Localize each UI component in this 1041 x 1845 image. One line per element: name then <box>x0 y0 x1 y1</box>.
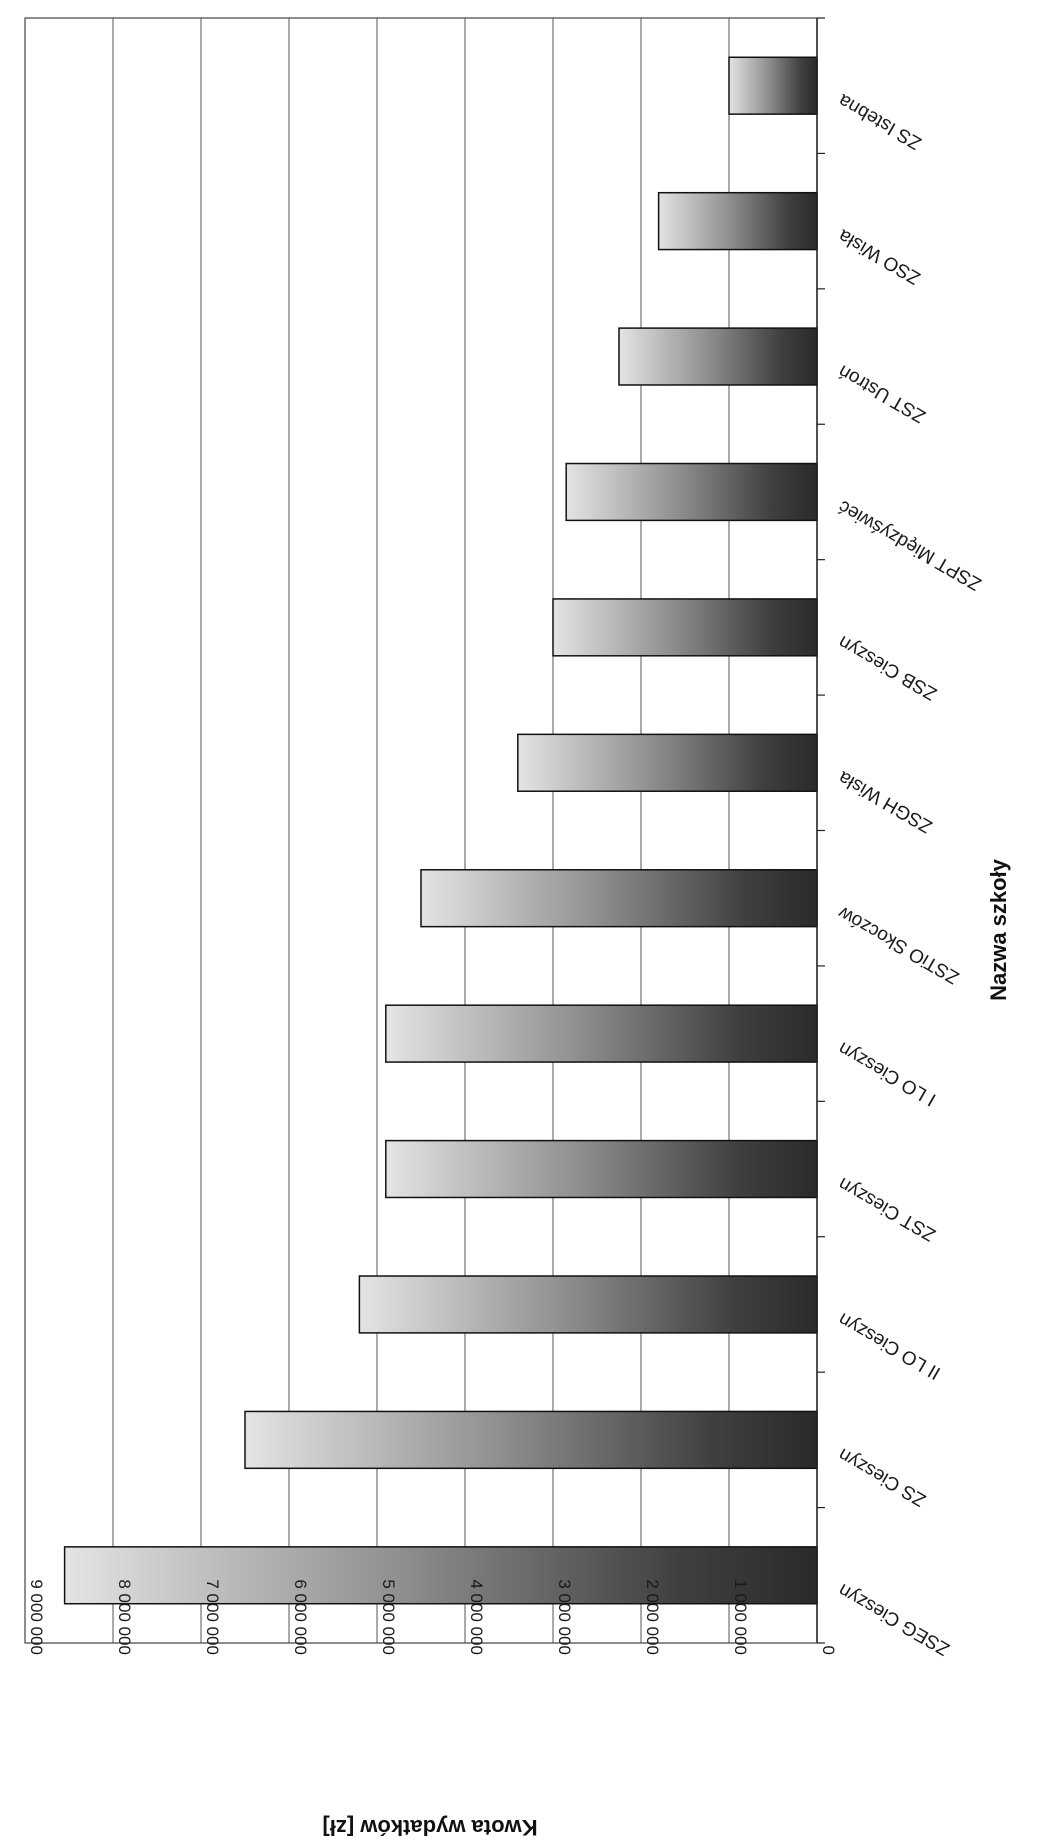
value-axis-tick-labels: 0 1 000 000 2 000 000 3 000 000 4 000 000 5 0… <box>27 1579 838 1655</box>
bar <box>657 191 818 251</box>
category-label: I LO Cieszyn <box>835 1037 940 1110</box>
y-tick-label: 4 000 000 <box>467 1579 486 1655</box>
category-label: ZS Istebna <box>835 89 925 153</box>
category-label: ZST Ustroń <box>835 360 929 427</box>
y-axis-title: Kwota wydatków [zł] <box>322 1815 537 1840</box>
category-label: ZST Cieszyn <box>835 1173 939 1245</box>
y-tick-label: 3 000 000 <box>555 1579 574 1655</box>
category-label: ZSPT Międzyświeć <box>835 496 985 595</box>
y-tick-label: 5 000 000 <box>379 1579 398 1655</box>
y-tick-label: 1 000 000 <box>731 1579 750 1655</box>
bar <box>63 1546 818 1605</box>
bar <box>358 1275 818 1334</box>
category-label: ZSGH Wisła <box>835 766 936 837</box>
bars <box>63 56 818 1605</box>
bar <box>552 598 818 657</box>
category-label: ZSB Cieszyn <box>835 631 941 704</box>
bar <box>385 1004 818 1063</box>
gridlines <box>112 18 730 1643</box>
plot-area-frame <box>24 17 818 1644</box>
bar <box>618 327 818 386</box>
y-tick-label: 0 <box>819 1646 838 1655</box>
x-axis-title: Nazwa szkoły <box>986 858 1011 1001</box>
category-labels: ZSEG Cieszyn ZS Cieszyn II LO Cieszyn ZST C… <box>835 89 985 1659</box>
y-tick-label: 9 000 000 <box>27 1579 46 1655</box>
category-label: ZS Cieszyn <box>835 1444 930 1511</box>
y-tick-label: 8 000 000 <box>115 1579 134 1655</box>
bar <box>728 56 818 115</box>
y-tick-label: 6 000 000 <box>291 1579 310 1655</box>
y-tick-label: 7 000 000 <box>203 1579 222 1655</box>
category-label: ZSTiO Skoczów <box>835 902 963 988</box>
bar <box>420 869 818 928</box>
y-tick-label: 2 000 000 <box>643 1579 662 1655</box>
category-label: ZSEG Cieszyn <box>835 1579 953 1659</box>
bar <box>244 1410 818 1470</box>
category-label: ZSO Wisła <box>835 225 924 289</box>
bar <box>565 462 818 522</box>
category-axis <box>816 17 825 1644</box>
bar <box>385 1139 818 1199</box>
bar <box>517 733 818 792</box>
category-label: II LO Cieszyn <box>835 1308 944 1383</box>
